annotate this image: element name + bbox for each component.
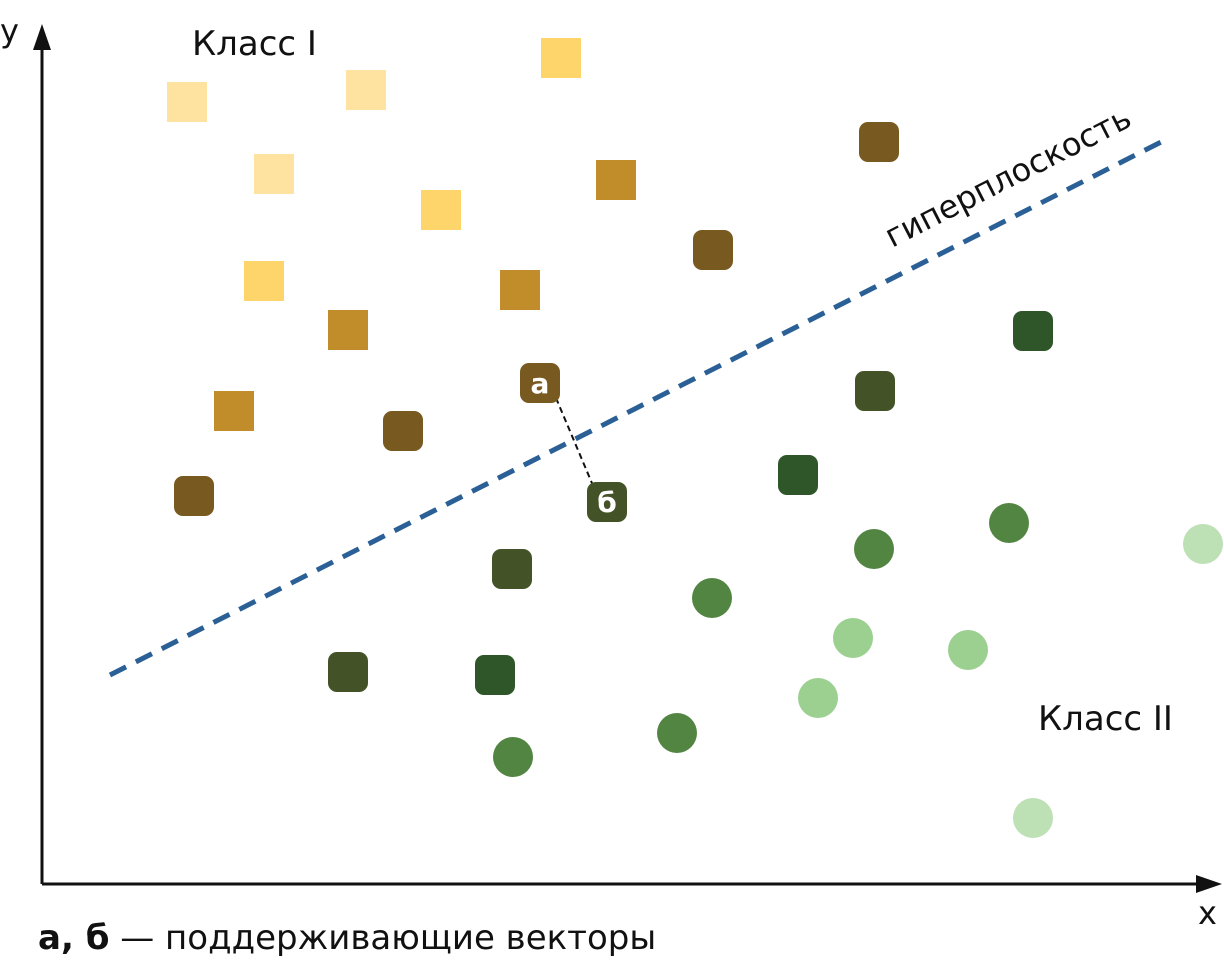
support-vector-a-marker	[520, 363, 560, 403]
class2-label: Класс II	[1038, 699, 1173, 739]
hyperplane-label: гиперплоскость	[878, 98, 1137, 255]
axes: y x	[0, 12, 1222, 932]
support-vector-b: б	[587, 482, 627, 522]
support-vector-b-marker	[587, 482, 627, 522]
data-point-square	[541, 38, 581, 78]
data-point-square	[254, 154, 294, 194]
x-axis-arrow	[1196, 875, 1222, 893]
caption-bold: а, б	[38, 918, 110, 958]
hyperplane-line	[108, 137, 1167, 678]
support-vector-a-label: а	[531, 367, 550, 400]
data-point-square	[214, 391, 254, 431]
rounded-group	[174, 122, 1053, 695]
data-point-square	[596, 160, 636, 200]
data-point-rounded	[1013, 311, 1053, 351]
caption: а, б — поддерживающие векторы	[38, 918, 656, 958]
squares-group	[167, 38, 636, 431]
data-point-circle	[854, 529, 894, 569]
data-point-circle	[692, 578, 732, 618]
data-point-rounded	[383, 411, 423, 451]
data-point-circle	[657, 713, 697, 753]
data-point-square	[421, 190, 461, 230]
class1-label: Класс I	[192, 24, 317, 64]
data-point-square	[328, 310, 368, 350]
data-point-rounded	[492, 549, 532, 589]
data-point-circle	[989, 503, 1029, 543]
data-point-square	[346, 70, 386, 110]
data-point-rounded	[855, 371, 895, 411]
data-point-circle	[833, 618, 873, 658]
data-point-rounded	[328, 652, 368, 692]
data-point-rounded	[859, 122, 899, 162]
data-point-circle	[948, 630, 988, 670]
data-point-circle	[1013, 798, 1053, 838]
data-point-rounded	[475, 655, 515, 695]
support-vector-distance	[555, 397, 595, 489]
data-point-square	[500, 270, 540, 310]
circles-group	[493, 503, 1223, 838]
data-point-square	[244, 261, 284, 301]
data-point-rounded	[174, 476, 214, 516]
caption-text: — поддерживающие векторы	[109, 918, 657, 958]
data-point-circle	[493, 737, 533, 777]
data-point-square	[167, 82, 207, 122]
data-point-rounded	[693, 230, 733, 270]
support-vector-a: а	[520, 363, 560, 403]
x-axis-label: x	[1198, 894, 1217, 932]
y-axis-label: y	[0, 12, 19, 50]
data-point-circle	[798, 678, 838, 718]
y-axis-arrow	[33, 24, 51, 50]
support-vector-b-label: б	[597, 486, 617, 519]
data-point-circle	[1183, 524, 1223, 564]
data-point-rounded	[778, 455, 818, 495]
